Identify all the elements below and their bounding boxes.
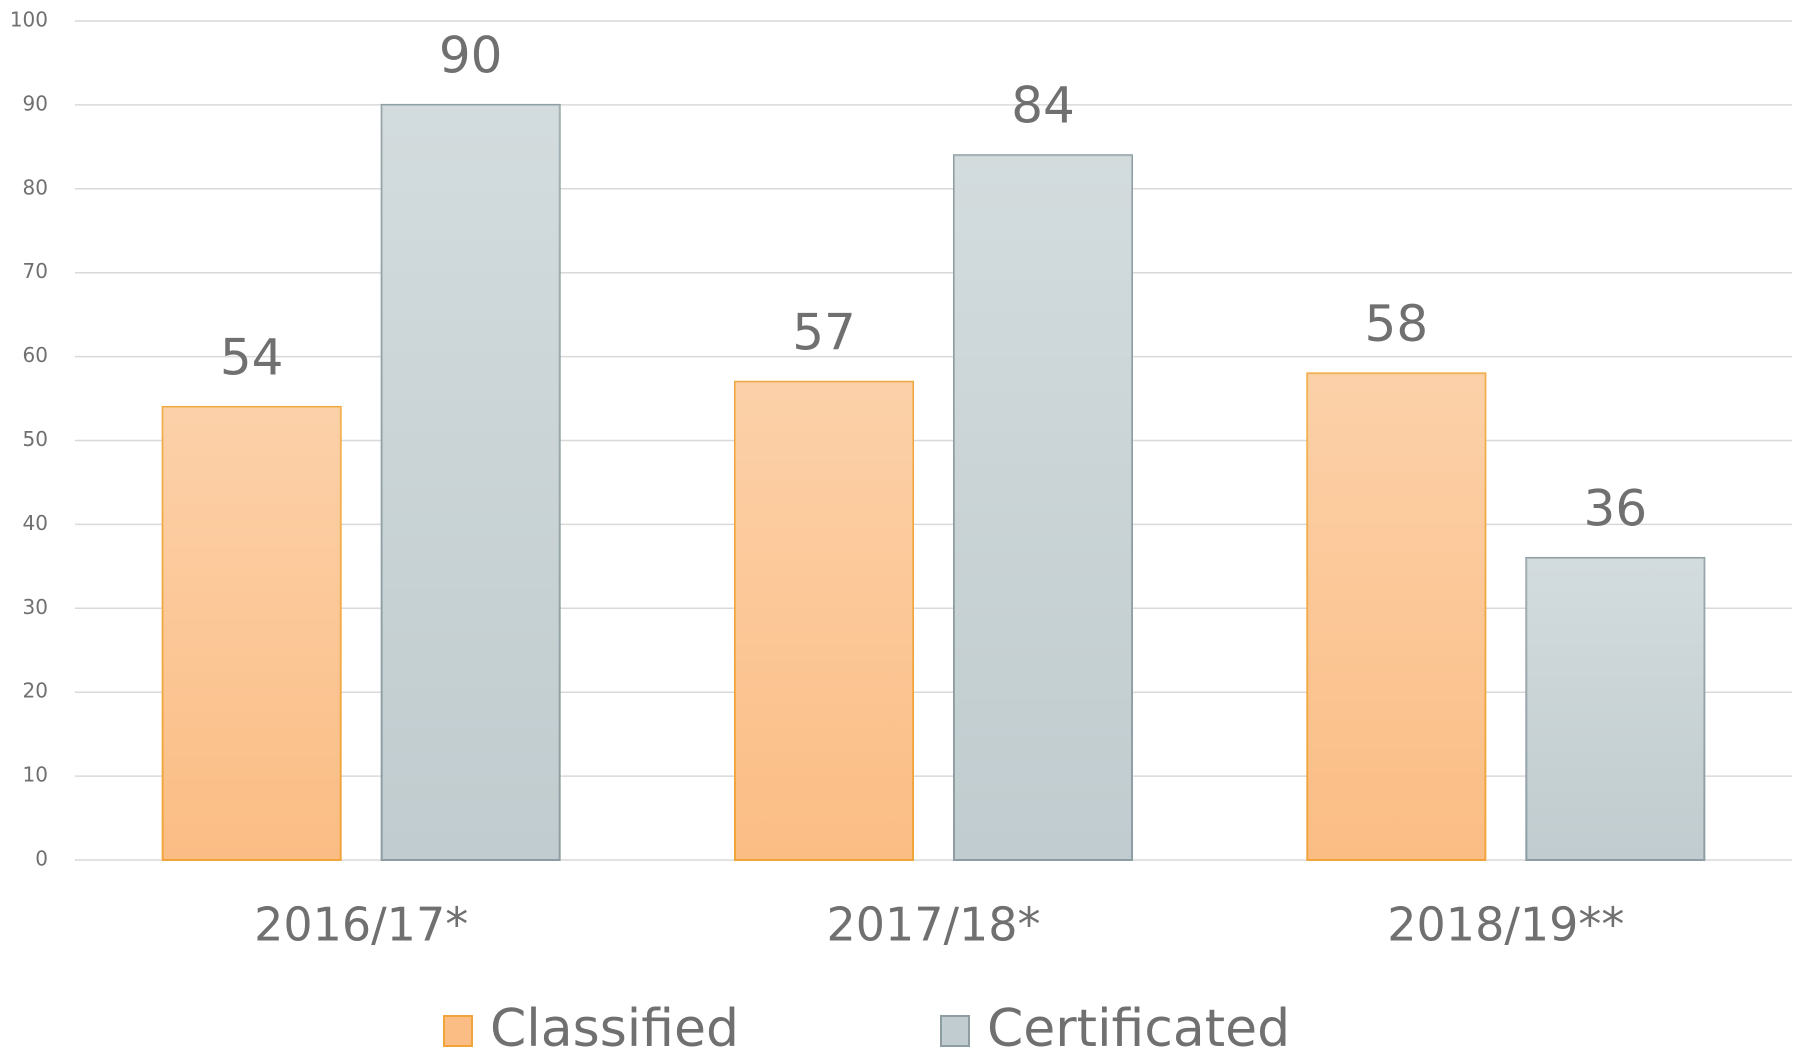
bar [953,154,1133,862]
bar [734,380,914,861]
legend-swatch [940,1015,970,1047]
legend-label: Classified [490,999,739,1057]
value-label: 54 [220,328,284,386]
bar [1525,556,1706,862]
bar [380,103,561,861]
y-tick-label: 50 [23,427,48,451]
value-label: 57 [792,303,856,361]
value-label: 84 [1011,77,1075,135]
x-tick-label: 2016/17* [254,898,468,952]
y-tick-label: 40 [23,511,48,535]
y-tick-label: 100 [10,8,48,32]
legend-swatch [443,1015,473,1047]
y-tick-label: 20 [23,679,48,703]
x-tick-label: 2018/19** [1387,898,1624,952]
y-tick-label: 70 [23,259,48,283]
bar [1306,372,1487,861]
y-tick-label: 10 [23,763,48,787]
y-tick-label: 30 [23,595,48,619]
value-label: 36 [1584,479,1648,537]
y-tick-label: 60 [23,343,48,367]
y-tick-label: 0 [35,847,48,871]
y-tick-label: 80 [23,175,48,199]
legend-label: Certificated [987,999,1290,1057]
y-tick-label: 90 [23,91,48,115]
bar [161,405,342,861]
value-label: 90 [439,26,503,84]
x-tick-label: 2017/18* [826,898,1040,952]
value-label: 58 [1365,295,1429,353]
